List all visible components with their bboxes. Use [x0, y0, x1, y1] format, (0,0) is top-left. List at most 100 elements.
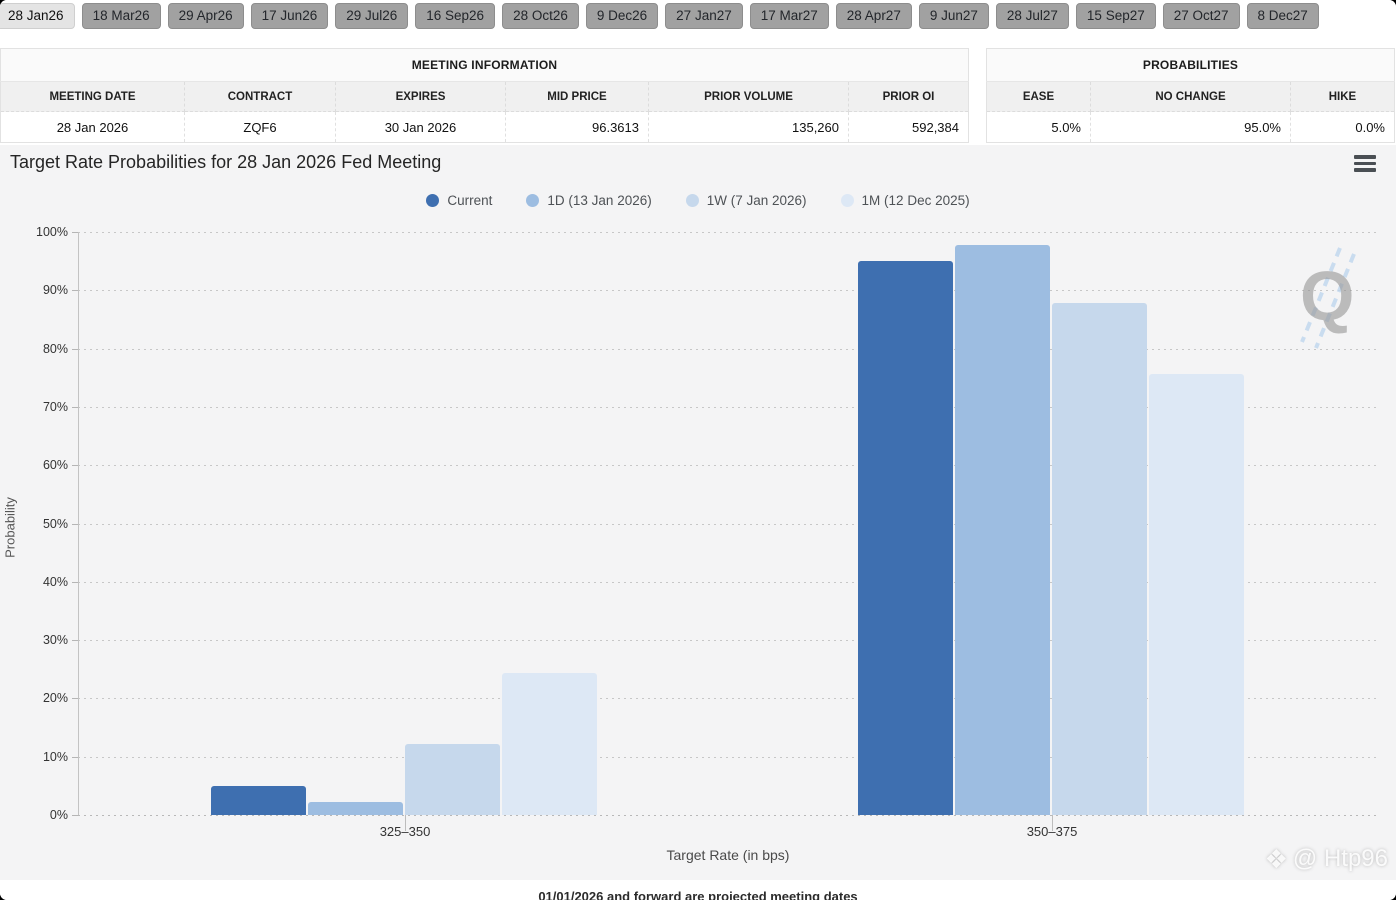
- cell-meeting-date: 28 Jan 2026: [0, 111, 185, 143]
- tab-16-sep26[interactable]: 16 Sep26: [415, 3, 496, 29]
- column-header-no-change: NO CHANGE: [1090, 81, 1291, 112]
- tab-28-jan26[interactable]: 28 Jan26: [0, 3, 75, 29]
- y-tick-label-80: 80%: [42, 341, 68, 356]
- gridline-100: [78, 232, 1378, 233]
- y-tick-mark: [72, 756, 78, 758]
- bar-1m-12-dec-2025-350-375: [1149, 374, 1244, 815]
- bar-1w-7-jan-2026-325-350: [405, 743, 500, 815]
- y-axis-line: [78, 232, 79, 815]
- x-tick-mark: [1052, 815, 1053, 831]
- bar-current-350-375: [858, 261, 953, 815]
- y-tick-label-60: 60%: [42, 458, 68, 473]
- bar-1w-7-jan-2026-350-375: [1052, 303, 1147, 815]
- tab-28-oct26[interactable]: 28 Oct26: [502, 3, 579, 29]
- y-axis-title: Probability: [2, 497, 18, 558]
- tab-29-jul26[interactable]: 29 Jul26: [335, 3, 409, 29]
- tab-27-oct27[interactable]: 27 Oct27: [1162, 3, 1240, 29]
- gridline-80: [78, 348, 1378, 350]
- column-header-prior-volume: PRIOR VOLUME: [648, 81, 849, 112]
- y-tick-label-0: 0%: [49, 808, 68, 822]
- legend-dot-icon: [526, 194, 540, 207]
- y-tick-mark: [72, 815, 78, 816]
- legend-item-current[interactable]: Current: [426, 193, 492, 208]
- column-header-prior-oi: PRIOR OI: [848, 81, 969, 112]
- y-tick-mark: [72, 581, 78, 583]
- tab-27-jan27[interactable]: 27 Jan27: [665, 3, 743, 29]
- x-tick-label-325-350: 325–350: [379, 824, 431, 839]
- projected-dates-footnote: 01/01/2026 and forward are projected mee…: [0, 889, 1396, 900]
- column-header-mid-price: MID PRICE: [505, 81, 649, 112]
- y-tick-mark: [72, 465, 78, 467]
- legend-label: 1W (7 Jan 2026): [706, 193, 807, 208]
- column-header-hike: HIKE: [1290, 81, 1395, 112]
- tab-8-dec27[interactable]: 8 Dec27: [1246, 3, 1319, 29]
- gridline-70: [78, 406, 1378, 408]
- column-header-meeting-date: MEETING DATE: [0, 81, 185, 112]
- user-watermark-text: @ Htp96: [1292, 845, 1388, 872]
- user-watermark: ❖ @ Htp96: [1265, 845, 1388, 873]
- legend-item-1d-13-jan-2026[interactable]: 1D (13 Jan 2026): [526, 193, 652, 208]
- probabilities-header: PROBABILITIES: [986, 48, 1395, 82]
- y-tick-mark: [72, 523, 78, 525]
- y-tick-label-30: 30%: [42, 633, 68, 648]
- tab-18-mar26[interactable]: 18 Mar26: [81, 3, 161, 29]
- tab-17-mar27[interactable]: 17 Mar27: [749, 3, 829, 29]
- y-tick-mark: [72, 698, 78, 700]
- tab-9-dec26[interactable]: 9 Dec26: [585, 3, 659, 29]
- meeting-information-header: MEETING INFORMATION: [0, 48, 969, 82]
- cell-ease: 5.0%: [986, 111, 1091, 143]
- gridline-0: [78, 815, 1378, 816]
- legend-label: Current: [447, 193, 493, 208]
- legend-dot-icon: [426, 194, 440, 207]
- gridline-50: [78, 523, 1378, 525]
- column-header-ease: EASE: [986, 81, 1091, 112]
- hamburger-icon[interactable]: [1354, 155, 1376, 175]
- y-tick-label-90: 90%: [42, 283, 68, 298]
- y-tick-label-70: 70%: [42, 399, 68, 414]
- bar-current-325-350: [211, 785, 306, 815]
- svg-text:Q: Q: [1300, 257, 1354, 335]
- column-header-contract: CONTRACT: [184, 81, 336, 112]
- legend-item-1m-12-dec-2025[interactable]: 1M (12 Dec 2025): [840, 193, 970, 208]
- x-axis-title: Target Rate (in bps): [666, 847, 790, 863]
- chart-title: Target Rate Probabilities for 28 Jan 202…: [10, 152, 442, 172]
- cell-hike: 0.0%: [1290, 111, 1395, 143]
- y-tick-mark: [72, 348, 78, 350]
- quikstrike-logo-icon: Q: [1300, 247, 1356, 349]
- y-tick-label-50: 50%: [42, 516, 68, 531]
- tab-9-jun27[interactable]: 9 Jun27: [918, 3, 989, 29]
- probabilities-table: PROBABILITIES EASE NO CHANGE HIKE 5.0% 95.0% 0…: [986, 48, 1395, 143]
- legend-label: 1D (13 Jan 2026): [547, 193, 652, 208]
- tab-15-sep27[interactable]: 15 Sep27: [1075, 3, 1156, 29]
- meeting-date-tabbar: 28 Jan26 18 Mar26 29 Apr26 17 Jun26 29 Jul26…: [0, 0, 1396, 37]
- legend-item-1w-7-jan-2026[interactable]: 1W (7 Jan 2026): [685, 193, 807, 208]
- y-tick-mark: [72, 232, 78, 233]
- legend-dot-icon: [685, 194, 699, 207]
- bar-1d-13-jan-2026-325-350: [308, 802, 403, 815]
- legend-label: 1M (12 Dec 2025): [861, 193, 970, 208]
- y-tick-mark: [72, 640, 78, 642]
- legend-dot-icon: [840, 194, 854, 207]
- gridline-60: [78, 465, 1378, 467]
- gridline-40: [78, 581, 1378, 583]
- tab-28-apr27[interactable]: 28 Apr27: [835, 3, 912, 29]
- x-tick-mark: [405, 815, 406, 831]
- cell-prior-volume: 135,260: [648, 111, 849, 143]
- cell-mid-price: 96.3613: [505, 111, 649, 143]
- gridline-90: [78, 290, 1378, 292]
- tab-28-jul27[interactable]: 28 Jul27: [995, 3, 1069, 29]
- y-tick-label-10: 10%: [42, 749, 68, 764]
- chart-panel: Target Rate Probabilities for 28 Jan 202…: [0, 145, 1396, 880]
- y-tick-label-40: 40%: [42, 574, 68, 589]
- diamond-icon: ❖: [1264, 844, 1288, 874]
- bar-1m-12-dec-2025-325-350: [502, 672, 597, 815]
- tab-29-apr26[interactable]: 29 Apr26: [167, 3, 244, 29]
- gridline-20: [78, 698, 1378, 700]
- cell-expires: 30 Jan 2026: [335, 111, 506, 143]
- tab-17-jun26[interactable]: 17 Jun26: [250, 3, 329, 29]
- chart-legend: Current 1D (13 Jan 2026) 1W (7 Jan 2026) 1M…: [0, 193, 1396, 208]
- cell-contract: ZQF6: [184, 111, 336, 143]
- cell-prior-oi: 592,384: [848, 111, 969, 143]
- column-header-expires: EXPIRES: [335, 81, 506, 112]
